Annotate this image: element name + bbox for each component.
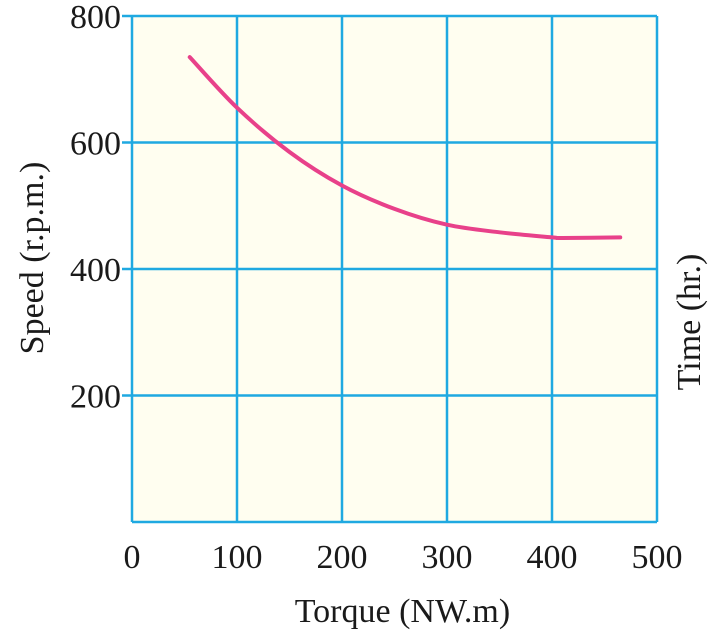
x-tick-label-100: 100 [212, 539, 263, 576]
y-tick-label-600: 600 [70, 126, 121, 163]
y-tick-label-400: 400 [70, 252, 121, 289]
y-tick-label-200: 200 [70, 379, 121, 416]
data-series [187, 55, 623, 241]
series-line-0 [187, 55, 623, 241]
x-axis-title: Torque (NW.m) [295, 593, 510, 630]
x-tick-label-0: 0 [124, 539, 141, 576]
grid-lines [122, 14, 659, 524]
y-axis-title: Speed (r.p.m.) [14, 162, 51, 355]
y-tick-label-800: 800 [70, 0, 121, 36]
x-tick-label-300: 300 [422, 539, 473, 576]
x-tick-label-500: 500 [632, 539, 683, 576]
x-tick-label-200: 200 [317, 539, 368, 576]
tick-labels: 0 100 200 300 400 500 200 400 600 800 [70, 0, 683, 576]
secondary-y-axis-title: Time (hr.) [671, 254, 708, 391]
x-tick-label-400: 400 [527, 539, 578, 576]
